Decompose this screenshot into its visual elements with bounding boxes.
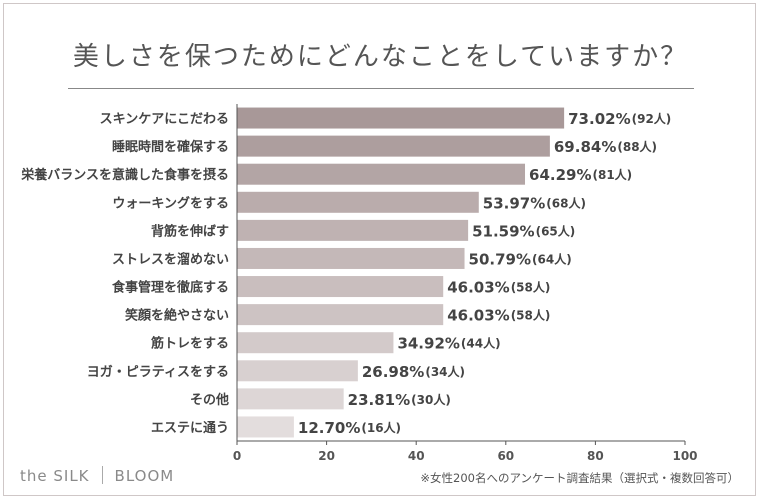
category-label: 筋トレをする <box>150 336 229 352</box>
value-label: 12.70% <box>298 419 360 437</box>
value-label: 34.92% <box>397 335 459 353</box>
bar-8 <box>237 304 444 326</box>
count-label: (16人) <box>361 420 401 435</box>
title-divider <box>68 88 694 89</box>
value-label: 53.97% <box>483 194 545 212</box>
bar-9 <box>237 332 394 354</box>
x-tick-label: 20 <box>318 449 335 463</box>
category-label: ストレスを溜めない <box>112 251 229 267</box>
x-tick-label: 40 <box>408 449 425 463</box>
value-label: 23.81% <box>348 391 410 409</box>
chart-title: 美しさを保つためにどんなことをしていますか？ <box>72 42 689 72</box>
bar-11 <box>237 388 344 410</box>
category-label: エステに通う <box>151 420 229 436</box>
count-label: (65人) <box>536 223 576 238</box>
value-label: 51.59% <box>472 222 534 240</box>
brand-logo-left: the SILK <box>20 467 90 485</box>
category-label: スキンケアにこだわる <box>100 112 229 127</box>
category-label: 背筋を伸ばす <box>151 223 229 239</box>
x-tick-label: 80 <box>587 449 604 463</box>
count-label: (58人) <box>511 280 551 295</box>
x-tick-label: 100 <box>672 449 697 463</box>
x-tick-label: 60 <box>497 449 514 463</box>
category-label: 睡眠時間を確保する <box>112 139 229 155</box>
count-label: (30人) <box>411 392 451 407</box>
count-label: (81人) <box>593 167 633 182</box>
count-label: (64人) <box>532 251 572 266</box>
category-label: 栄養バランスを意識した食事を摂る <box>20 167 229 183</box>
bar-2 <box>237 135 550 157</box>
value-label: 73.02% <box>568 110 630 128</box>
category-label: 食事管理を徹底する <box>112 280 229 296</box>
bar-7 <box>237 276 444 298</box>
count-label: (88人) <box>617 139 657 154</box>
count-label: (68人) <box>546 195 586 210</box>
bar-3 <box>237 163 526 185</box>
category-label: 笑顔を絶やさない <box>125 308 229 324</box>
bar-5 <box>237 219 469 241</box>
x-tick-label: 0 <box>233 449 241 463</box>
value-label: 46.03% <box>447 307 509 325</box>
bar-6 <box>237 247 465 269</box>
category-label: ウォーキングをする <box>112 195 229 211</box>
category-label: その他 <box>190 392 229 408</box>
bar-1 <box>237 107 565 129</box>
count-label: (44人) <box>461 336 501 351</box>
bar-10 <box>237 360 358 382</box>
brand-logo-separator <box>101 466 103 484</box>
value-label: 46.03% <box>447 279 509 297</box>
brand-logo-right: BLOOM <box>114 467 175 485</box>
value-label: 69.84% <box>554 138 616 156</box>
count-label: (34人) <box>425 364 465 379</box>
bar-12 <box>237 416 294 438</box>
count-label: (92人) <box>632 111 672 126</box>
bar-4 <box>237 191 479 213</box>
count-label: (58人) <box>511 308 551 323</box>
value-label: 26.98% <box>362 363 424 381</box>
brand-logo: the SILK BLOOM <box>20 466 174 485</box>
value-label: 64.29% <box>529 166 591 184</box>
survey-note: ※女性200名へのアンケート調査結果（選択式・複数回答可） <box>420 471 739 485</box>
category-label: ヨガ・ピラティスをする <box>87 365 229 380</box>
value-label: 50.79% <box>469 250 531 268</box>
